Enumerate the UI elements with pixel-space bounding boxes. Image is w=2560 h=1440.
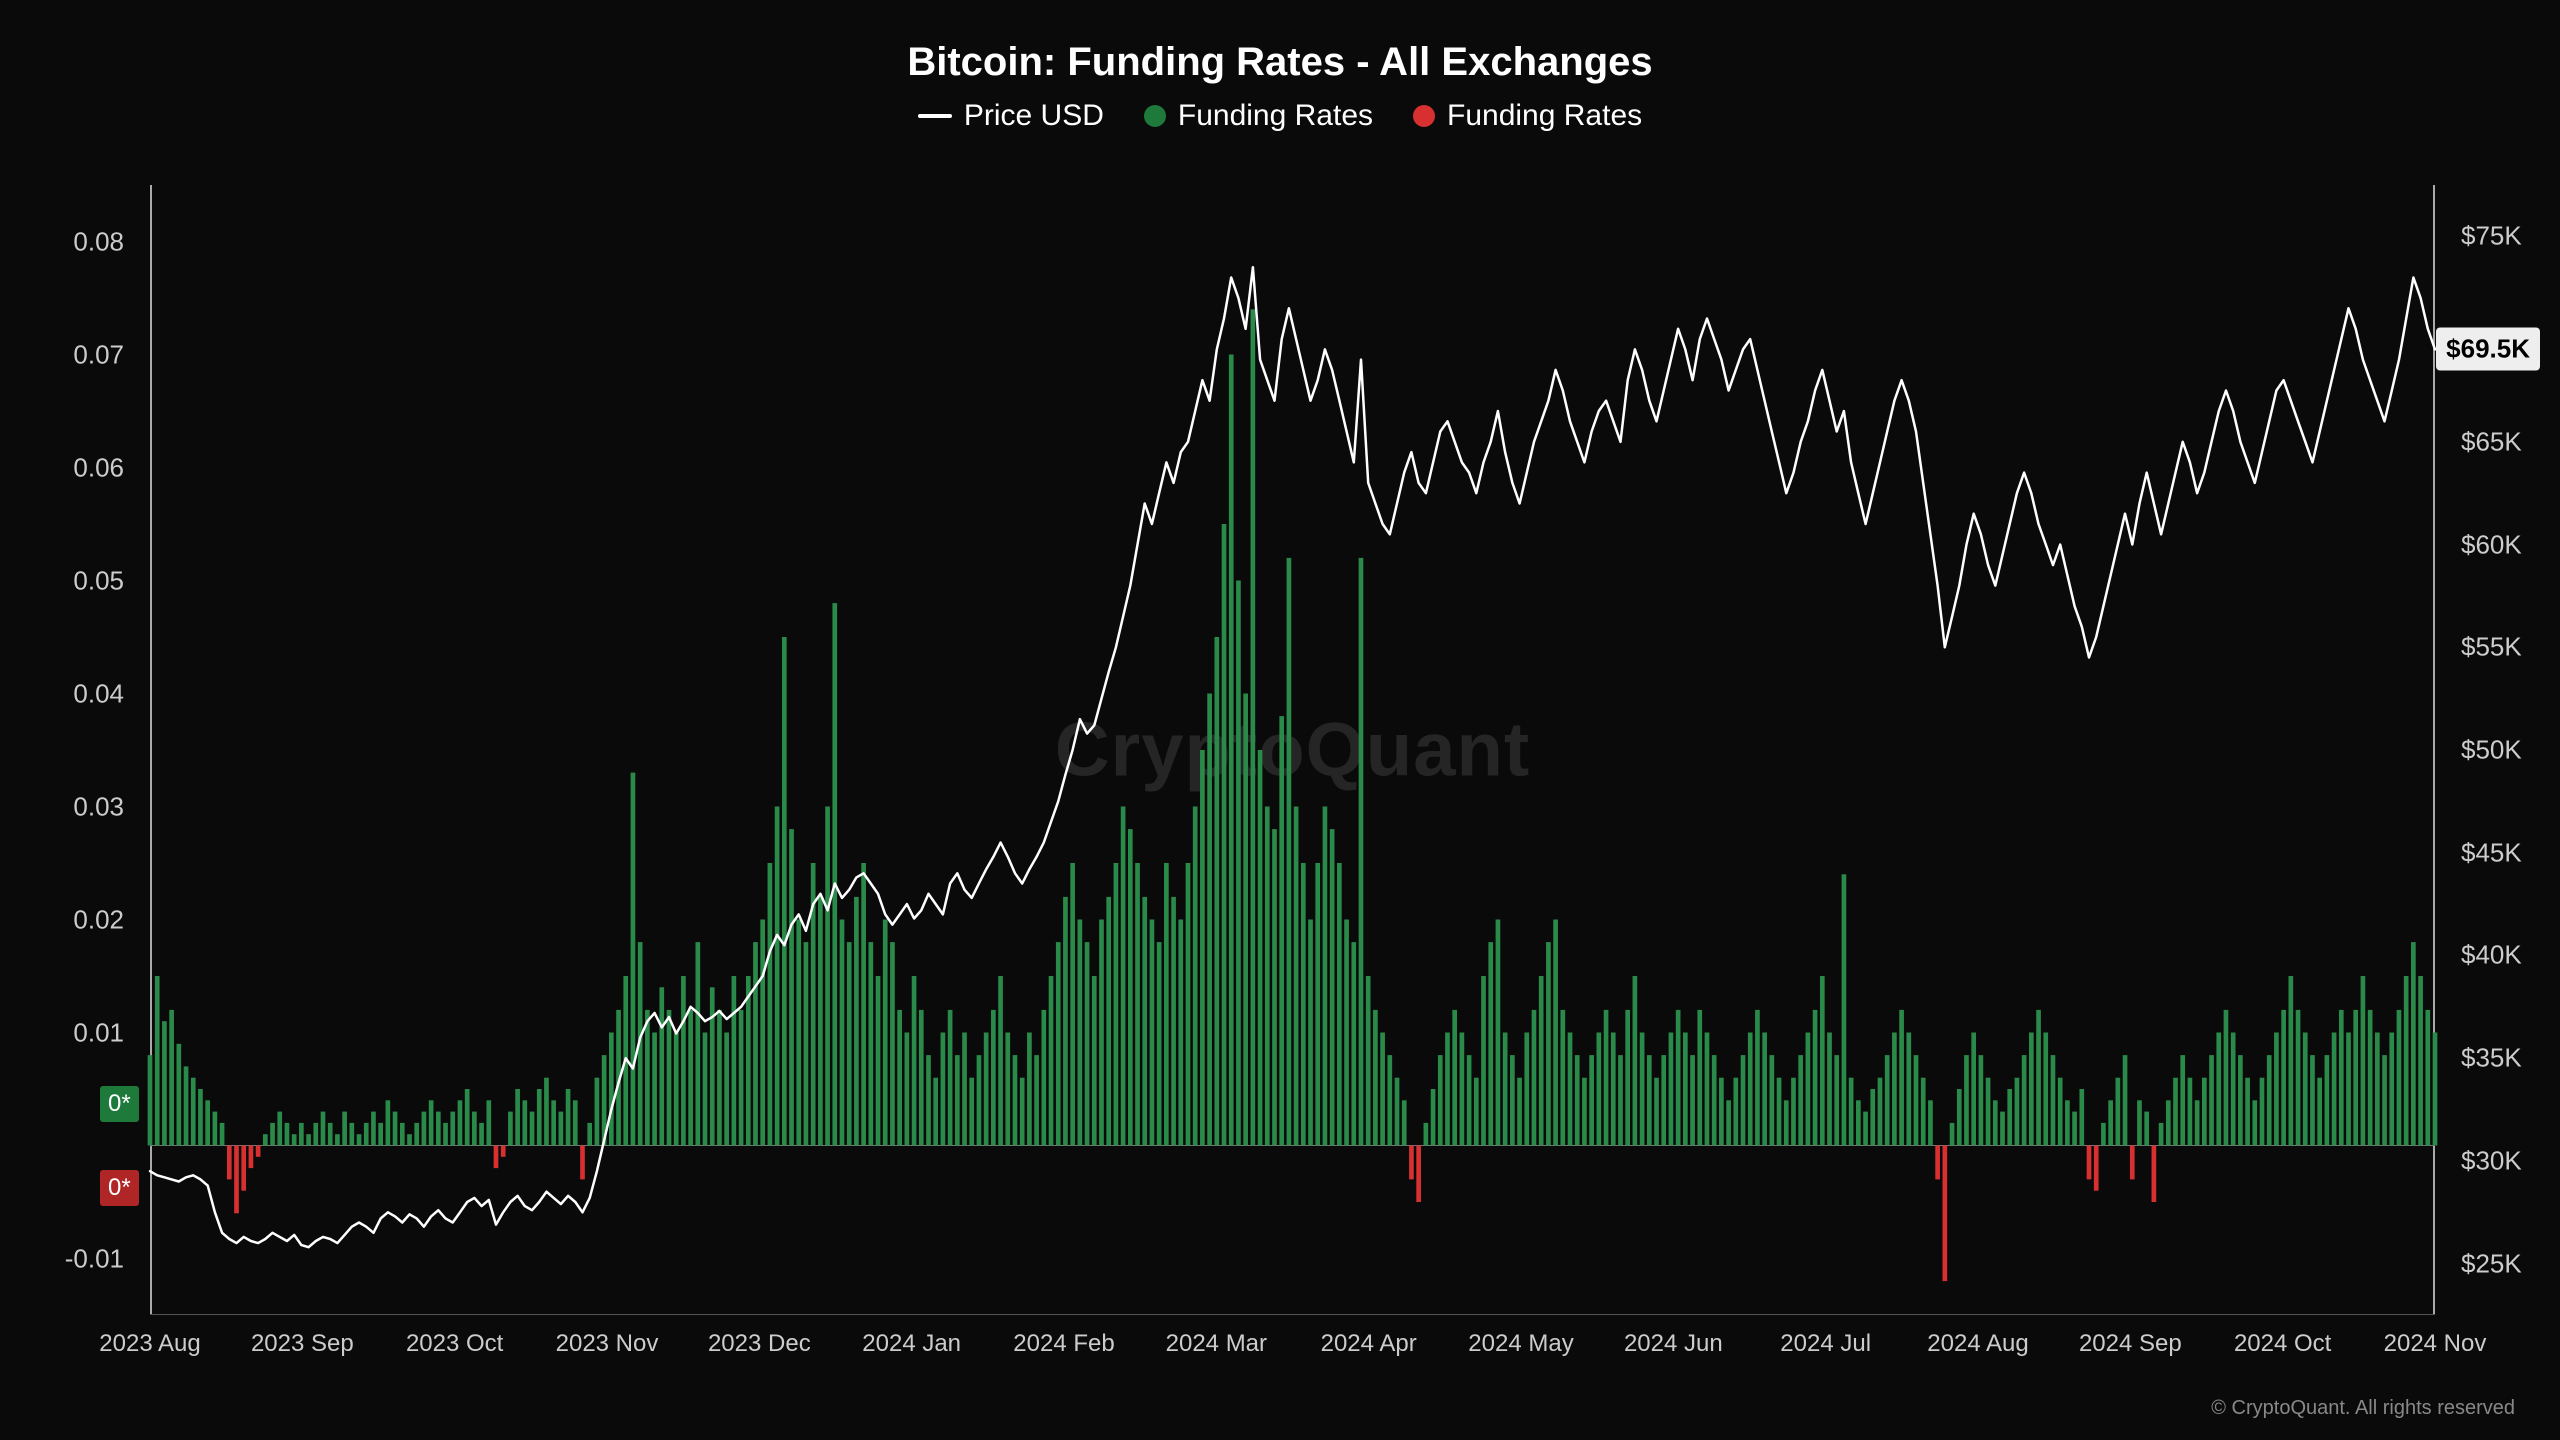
x-tick: 2024 Apr — [1321, 1330, 1417, 1358]
y-tick-right: $60K — [2461, 529, 2522, 560]
x-tick: 2023 Nov — [556, 1330, 659, 1358]
x-tick: 2024 Jun — [1624, 1330, 1723, 1358]
legend-item-funding-neg: Funding Rates — [1413, 99, 1642, 133]
y-tick-right: $30K — [2461, 1145, 2522, 1176]
y-tick-left: 0.07 — [73, 339, 124, 370]
y-axis-left: -0.01 0.01 0.02 0.03 0.04 0.05 0.06 0.07 0.08 — [0, 185, 140, 1315]
funding-badge-positive: 0* — [100, 1086, 139, 1122]
x-tick: 2024 May — [1468, 1330, 1573, 1358]
y-tick-right: $50K — [2461, 735, 2522, 766]
plot-svg — [150, 185, 2435, 1315]
y-tick-right: $25K — [2461, 1248, 2522, 1279]
current-price-badge: $69.5K — [2436, 328, 2540, 371]
x-tick: 2023 Oct — [406, 1330, 503, 1358]
x-tick: 2024 Feb — [1013, 1330, 1114, 1358]
legend-item-price: Price USD — [918, 99, 1104, 133]
y-tick-right: $40K — [2461, 940, 2522, 971]
legend-line-icon — [918, 114, 952, 118]
y-tick-right: $45K — [2461, 837, 2522, 868]
y-tick-left: 0.06 — [73, 452, 124, 483]
funding-badge-negative: 0* — [100, 1170, 139, 1206]
x-tick: 2023 Aug — [99, 1330, 200, 1358]
legend-label: Funding Rates — [1447, 99, 1642, 133]
x-tick: 2024 Oct — [2234, 1330, 2331, 1358]
y-tick-left: 0.02 — [73, 904, 124, 935]
x-tick: 2024 Aug — [1927, 1330, 2028, 1358]
y-tick-right: $55K — [2461, 632, 2522, 663]
chart-container: Bitcoin: Funding Rates - All Exchanges P… — [0, 0, 2560, 1440]
y-tick-left: 0.08 — [73, 226, 124, 257]
legend-label: Funding Rates — [1178, 99, 1373, 133]
x-tick: 2023 Dec — [708, 1330, 811, 1358]
y-tick-right: $35K — [2461, 1043, 2522, 1074]
plot-area: CryptoQuant — [150, 185, 2435, 1315]
x-tick: 2024 Jul — [1780, 1330, 1871, 1358]
y-tick-right: $75K — [2461, 221, 2522, 252]
y-tick-left: 0.04 — [73, 678, 124, 709]
x-tick: 2024 Nov — [2384, 1330, 2487, 1358]
y-tick-left: 0.03 — [73, 791, 124, 822]
x-tick: 2024 Mar — [1166, 1330, 1267, 1358]
x-axis: 2023 Aug2023 Sep2023 Oct2023 Nov2023 Dec… — [150, 1330, 2435, 1370]
y-tick-left: 0.01 — [73, 1017, 124, 1048]
legend-dot-icon — [1144, 105, 1166, 127]
x-tick: 2023 Sep — [251, 1330, 354, 1358]
y-tick-left: -0.01 — [65, 1243, 124, 1274]
chart-title: Bitcoin: Funding Rates - All Exchanges — [40, 40, 2520, 85]
legend-label: Price USD — [964, 99, 1104, 133]
copyright-text: © CryptoQuant. All rights reserved — [2211, 1397, 2515, 1420]
y-tick-right: $65K — [2461, 426, 2522, 457]
y-tick-left: 0.05 — [73, 565, 124, 596]
x-tick: 2024 Sep — [2079, 1330, 2182, 1358]
legend: Price USD Funding Rates Funding Rates — [40, 99, 2520, 133]
x-tick: 2024 Jan — [862, 1330, 961, 1358]
legend-dot-icon — [1413, 105, 1435, 127]
legend-item-funding-pos: Funding Rates — [1144, 99, 1373, 133]
